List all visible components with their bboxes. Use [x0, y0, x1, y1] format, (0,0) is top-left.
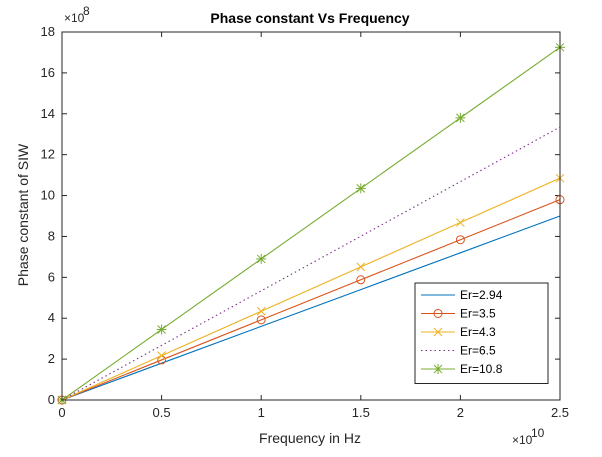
marker-x-stroke [433, 327, 443, 337]
data-point [157, 351, 166, 360]
data-point [456, 218, 465, 227]
y-tick-label: 14 [41, 106, 55, 121]
x-tick-label: 2.5 [551, 405, 569, 420]
x-axis-label: Frequency in Hz [259, 430, 361, 446]
legend-marker [433, 309, 443, 318]
data-point [455, 235, 465, 245]
legend-label: Er=6.5 [460, 344, 496, 358]
series-line-er-2-94 [61, 215, 561, 401]
data-point [256, 306, 266, 316]
legend-label: Er=2.94 [460, 288, 503, 302]
x-exponent: ×10 10 [512, 426, 545, 447]
y-exponent-power: 8 [83, 4, 90, 18]
data-point [356, 262, 366, 272]
y-tick-label: 6 [48, 269, 55, 284]
x-tick-label: 1 [258, 405, 265, 420]
marker-circle [433, 309, 443, 318]
marker-circle [256, 315, 266, 325]
marker-x-stroke [157, 351, 166, 360]
data-point [256, 315, 266, 325]
legend-label: Er=10.8 [460, 362, 503, 376]
data-point [356, 275, 366, 285]
series-line-er-6-5 [61, 126, 561, 401]
axes-frame [61, 31, 561, 401]
x-tick-label: 1.5 [352, 405, 370, 420]
y-tick-label: 10 [41, 188, 55, 203]
marker-x-stroke [356, 262, 366, 272]
legend-label: Er=4.3 [460, 325, 496, 339]
data-point [455, 112, 466, 123]
x-tick-label: 2 [457, 405, 464, 420]
marker-x-stroke [256, 306, 266, 316]
series-line-er-3-5 [61, 199, 561, 401]
x-exponent-base: ×10 [512, 433, 533, 447]
legend-marker [433, 327, 443, 337]
x-exponent-power: 10 [531, 426, 545, 440]
y-tick-label: 4 [48, 310, 55, 325]
y-tick-label: 12 [41, 147, 55, 162]
y-tick-label: 16 [41, 65, 55, 80]
y-tick-label: 8 [48, 228, 55, 243]
marker-circle [356, 275, 366, 285]
y-tick-label: 0 [48, 392, 55, 407]
chart-title: Phase constant Vs Frequency [210, 10, 409, 26]
legend-marker [433, 364, 443, 374]
x-tick-label: 0 [58, 405, 65, 420]
data-point [256, 253, 267, 264]
x-tick-label: 0.5 [153, 405, 171, 420]
series-line-er-10-8 [61, 46, 561, 401]
y-exponent-base: ×10 [64, 11, 85, 25]
y-exponent: ×10 8 [64, 4, 90, 25]
y-tick-label: 18 [41, 24, 55, 39]
y-axis-label: Phase constant of SIW [15, 143, 31, 286]
y-tick-label: 2 [48, 351, 55, 366]
legend: Er=2.94 Er=3.5 Er=4.3 Er=6.5 Er=10.8 [414, 282, 549, 384]
data-point [355, 183, 366, 194]
marker-x-stroke [456, 218, 465, 227]
series-line-er-4-3 [61, 177, 561, 401]
data-point [156, 324, 167, 335]
marker-circle [455, 235, 465, 245]
legend-label: Er=3.5 [460, 307, 496, 321]
